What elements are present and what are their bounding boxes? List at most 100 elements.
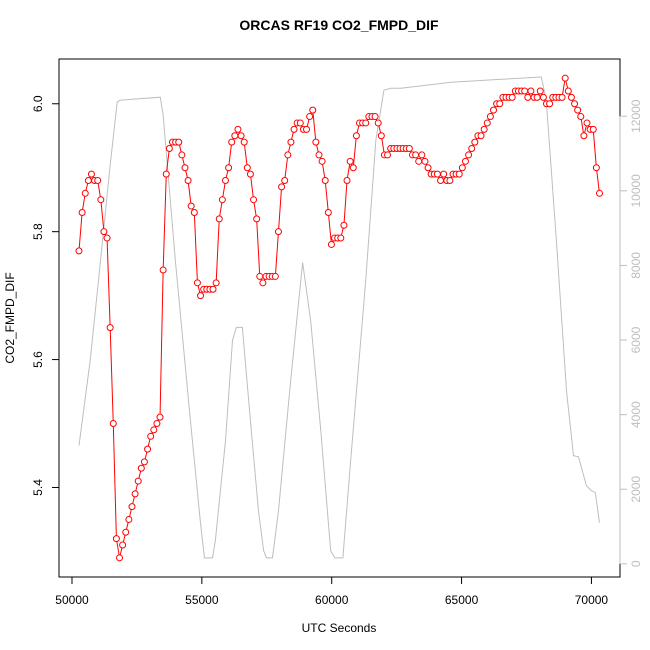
data-point	[234, 125, 242, 133]
data-point	[486, 113, 494, 121]
data-point	[327, 240, 335, 248]
data-point	[471, 138, 479, 146]
data-point	[303, 125, 311, 133]
data-line	[78, 78, 600, 558]
data-point	[324, 208, 332, 216]
data-point	[527, 87, 535, 95]
data-point	[571, 100, 579, 108]
x-tick-label: 60000	[315, 593, 349, 607]
data-point	[240, 138, 248, 146]
data-point	[477, 132, 485, 140]
data-point	[377, 132, 385, 140]
data-point	[315, 151, 323, 159]
data-point	[250, 196, 258, 204]
data-point	[371, 113, 379, 121]
data-point	[184, 177, 192, 185]
data-point	[109, 420, 117, 428]
data-point	[274, 228, 282, 236]
data-point	[343, 177, 351, 185]
data-point	[156, 413, 164, 421]
data-point	[243, 164, 251, 172]
data-point	[592, 164, 600, 172]
data-point	[87, 170, 95, 178]
data-point	[577, 113, 585, 121]
data-point	[78, 208, 86, 216]
data-point	[458, 164, 466, 172]
data-point	[144, 445, 152, 453]
data-point	[346, 157, 354, 165]
data-point	[415, 157, 423, 165]
data-point	[564, 87, 572, 95]
data-point	[112, 535, 120, 543]
data-point	[362, 119, 370, 127]
data-point	[340, 221, 348, 229]
y-tick-label: 5.4	[31, 479, 45, 496]
data-point	[147, 432, 155, 440]
data-point	[508, 93, 516, 101]
data-point	[440, 170, 448, 178]
data-point	[461, 157, 469, 165]
data-point	[106, 324, 114, 332]
data-point	[455, 170, 463, 178]
y2-tick-label: 0	[629, 560, 643, 567]
data-point	[271, 272, 279, 280]
x-axis-label: UTC Seconds	[302, 621, 377, 635]
data-point	[212, 279, 220, 287]
data-point	[100, 228, 108, 236]
y-axis-label: CO2_FMPD_DIF	[3, 272, 17, 363]
y2-tick-label: 10000	[629, 174, 643, 208]
data-point	[187, 202, 195, 210]
data-point	[306, 113, 314, 121]
data-point	[215, 215, 223, 223]
data-point	[321, 177, 329, 185]
y2-tick-label: 8000	[629, 252, 643, 279]
data-point	[284, 151, 292, 159]
data-point	[237, 132, 245, 140]
data-point	[349, 164, 357, 172]
data-point	[465, 151, 473, 159]
data-point	[567, 93, 575, 101]
data-point	[290, 125, 298, 133]
data-point	[256, 272, 264, 280]
data-point	[193, 279, 201, 287]
data-point	[97, 196, 105, 204]
data-point	[81, 189, 89, 197]
data-point	[421, 157, 429, 165]
data-point	[287, 138, 295, 146]
data-point	[574, 106, 582, 114]
data-point	[533, 93, 541, 101]
y2-tick-label: 6000	[629, 326, 643, 353]
data-point	[337, 234, 345, 242]
data-point	[468, 145, 476, 153]
data-point	[253, 215, 261, 223]
data-point	[536, 87, 544, 95]
x-tick-label: 70000	[575, 593, 609, 607]
data-point	[119, 541, 127, 549]
data-point	[384, 151, 392, 159]
data-point	[116, 554, 124, 562]
data-point	[221, 177, 229, 185]
y2-tick-label: 4000	[629, 401, 643, 428]
data-point	[405, 145, 413, 153]
data-point	[162, 170, 170, 178]
y-tick-label: 5.8	[31, 223, 45, 240]
data-point	[312, 138, 320, 146]
plot-box	[58, 58, 621, 578]
data-point	[197, 292, 205, 300]
x-tick-label: 50000	[55, 593, 89, 607]
data-point	[137, 464, 145, 472]
data-point	[595, 189, 603, 197]
data-point	[561, 74, 569, 82]
data-point	[583, 119, 591, 127]
y-tick-label: 6.0	[31, 95, 45, 112]
data-point	[259, 279, 267, 287]
data-point	[175, 138, 183, 146]
data-point	[218, 196, 226, 204]
data-point	[281, 177, 289, 185]
data-point	[278, 183, 286, 191]
data-point	[246, 170, 254, 178]
data-point	[580, 132, 588, 140]
data-point	[131, 490, 139, 498]
data-point	[178, 151, 186, 159]
